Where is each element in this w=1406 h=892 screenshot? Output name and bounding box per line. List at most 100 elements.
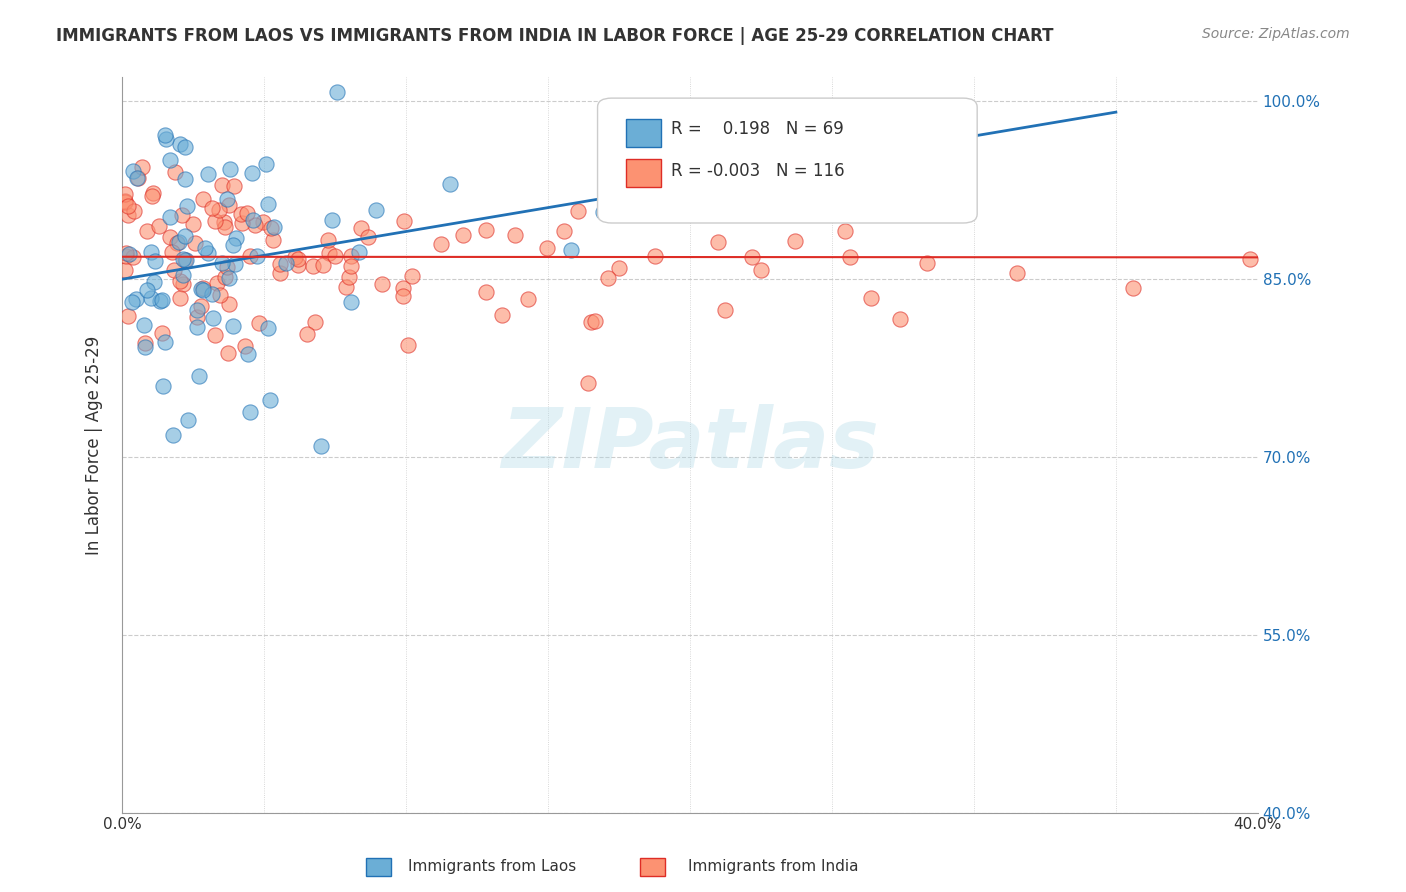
Immigrants from Laos [274, 256, 297, 270]
Immigrants from India [114, 249, 136, 263]
Immigrants from India [392, 288, 415, 302]
Immigrants from India [339, 249, 361, 263]
Immigrants from India [318, 245, 340, 260]
Immigrants from India [339, 259, 361, 273]
Immigrants from India [517, 292, 540, 306]
Immigrants from India [287, 258, 309, 272]
Immigrants from India [644, 249, 666, 263]
Immigrants from Laos [134, 340, 156, 354]
Immigrants from Laos [242, 212, 264, 227]
Immigrants from Laos [263, 219, 285, 234]
Immigrants from India [252, 215, 274, 229]
Text: Immigrants from Laos: Immigrants from Laos [408, 859, 576, 874]
Immigrants from Laos [222, 319, 245, 334]
Immigrants from India [117, 199, 139, 213]
Immigrants from India [163, 262, 186, 277]
Immigrants from India [707, 235, 730, 249]
Immigrants from Laos [197, 167, 219, 181]
Immigrants from Laos [169, 137, 191, 152]
Immigrants from India [269, 257, 291, 271]
Immigrants from India [579, 315, 602, 329]
Immigrants from India [191, 281, 214, 295]
Immigrants from Laos [256, 320, 278, 334]
Immigrants from India [685, 207, 707, 221]
Immigrants from India [229, 207, 252, 221]
Immigrants from India [117, 309, 139, 323]
Immigrants from India [169, 291, 191, 305]
Immigrants from Laos [152, 379, 174, 393]
Immigrants from India [193, 192, 215, 206]
Immigrants from India [475, 285, 498, 300]
Immigrants from India [121, 250, 143, 264]
Immigrants from India [741, 250, 763, 264]
Immigrants from India [269, 266, 291, 280]
Immigrants from India [247, 316, 270, 330]
Immigrants from Laos [326, 85, 349, 99]
Immigrants from India [131, 160, 153, 174]
Immigrants from Laos [339, 295, 361, 310]
Immigrants from India [287, 252, 309, 266]
Immigrants from India [204, 327, 226, 342]
Immigrants from India [834, 224, 856, 238]
Immigrants from Laos [215, 192, 238, 206]
Immigrants from Laos [224, 257, 246, 271]
Immigrants from India [335, 280, 357, 294]
Immigrants from Laos [118, 247, 141, 261]
Immigrants from Laos [149, 294, 172, 309]
Immigrants from Laos [172, 268, 194, 282]
Immigrants from India [233, 339, 256, 353]
Y-axis label: In Labor Force | Age 25-29: In Labor Force | Age 25-29 [86, 335, 103, 555]
Immigrants from India [451, 227, 474, 242]
Immigrants from Laos [190, 281, 212, 295]
Immigrants from Laos [150, 293, 173, 308]
Immigrants from Laos [239, 405, 262, 419]
Immigrants from India [323, 249, 346, 263]
Immigrants from India [915, 255, 938, 269]
Immigrants from India [211, 178, 233, 192]
Immigrants from India [889, 312, 911, 326]
Immigrants from Laos [125, 170, 148, 185]
Immigrants from Laos [122, 164, 145, 178]
Immigrants from Laos [162, 428, 184, 442]
Immigrants from India [401, 268, 423, 283]
Immigrants from Laos [174, 139, 197, 153]
Immigrants from India [262, 233, 284, 247]
Immigrants from Laos [200, 287, 222, 301]
Immigrants from India [392, 281, 415, 295]
Text: R = -0.003   N = 116: R = -0.003 N = 116 [671, 162, 844, 180]
Immigrants from India [172, 277, 194, 292]
Immigrants from India [396, 337, 419, 351]
Immigrants from Laos [222, 238, 245, 252]
Immigrants from Laos [188, 368, 211, 383]
Immigrants from India [652, 181, 675, 195]
Immigrants from India [142, 186, 165, 200]
Immigrants from India [174, 252, 197, 267]
Immigrants from India [239, 249, 262, 263]
Immigrants from India [117, 208, 139, 222]
Immigrants from Laos [155, 132, 177, 146]
Text: IMMIGRANTS FROM LAOS VS IMMIGRANTS FROM INDIA IN LABOR FORCE | AGE 25-29 CORRELA: IMMIGRANTS FROM LAOS VS IMMIGRANTS FROM … [56, 27, 1053, 45]
Immigrants from Laos [135, 283, 157, 297]
Text: ZIPatlas: ZIPatlas [501, 404, 879, 485]
Immigrants from India [205, 276, 228, 290]
Immigrants from Laos [186, 302, 208, 317]
Immigrants from Laos [236, 347, 259, 361]
Immigrants from India [301, 259, 323, 273]
Immigrants from Laos [254, 157, 277, 171]
Immigrants from India [503, 228, 526, 243]
Immigrants from India [212, 215, 235, 229]
Immigrants from Laos [143, 254, 166, 268]
Immigrants from Laos [240, 166, 263, 180]
Immigrants from India [150, 326, 173, 340]
Immigrants from Laos [309, 439, 332, 453]
Immigrants from India [217, 345, 239, 359]
Immigrants from India [114, 195, 136, 210]
Immigrants from India [350, 221, 373, 235]
Text: Source: ZipAtlas.com: Source: ZipAtlas.com [1202, 27, 1350, 41]
Immigrants from India [114, 263, 136, 277]
Immigrants from India [231, 216, 253, 230]
Immigrants from Laos [560, 244, 582, 258]
Immigrants from Laos [197, 245, 219, 260]
Immigrants from India [553, 224, 575, 238]
Immigrants from Laos [257, 197, 280, 211]
